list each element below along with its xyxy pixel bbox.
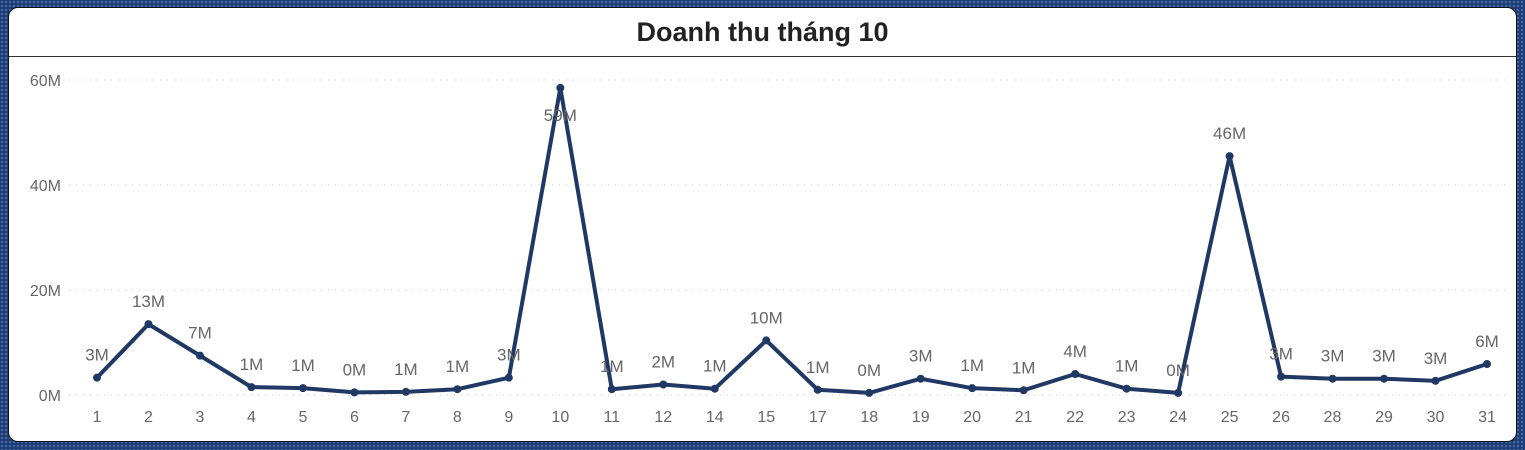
x-tick-label: 8 — [453, 409, 462, 426]
x-tick-label: 14 — [706, 409, 724, 426]
data-label: 2M — [651, 353, 675, 372]
chart-title: Doanh thu tháng 10 — [636, 16, 889, 47]
x-tick-label: 28 — [1324, 409, 1342, 426]
data-point[interactable] — [556, 83, 565, 92]
data-point[interactable] — [1019, 386, 1028, 395]
y-tick-label: 40M — [30, 178, 61, 195]
x-tick-label: 15 — [757, 409, 775, 426]
data-points — [93, 83, 1491, 397]
x-tick-label: 17 — [809, 409, 827, 426]
data-point[interactable] — [968, 384, 977, 393]
data-label: 0M — [857, 361, 881, 380]
data-label: 1M — [1012, 358, 1036, 377]
x-tick-label: 10 — [551, 409, 569, 426]
data-point[interactable] — [1380, 374, 1389, 383]
data-label: 7M — [188, 324, 212, 343]
gridlines — [69, 79, 1509, 396]
data-label: 1M — [960, 356, 984, 375]
data-label: 3M — [497, 346, 521, 365]
data-label: 1M — [394, 360, 418, 379]
data-label: 1M — [600, 357, 624, 376]
data-point[interactable] — [350, 388, 359, 397]
x-tick-label: 24 — [1169, 409, 1187, 426]
x-tick-label: 9 — [504, 409, 513, 426]
data-label: 1M — [1115, 357, 1139, 376]
data-point[interactable] — [916, 374, 925, 383]
data-label: 3M — [909, 347, 933, 366]
x-tick-label: 11 — [604, 409, 621, 426]
data-labels: 3M 13M 7M 1M 1M 0M 1M 1M 3M 59M 1M 2M 1M 10M 1M 0M 3M 1M 1… — [85, 106, 1499, 380]
x-tick-label: 25 — [1221, 409, 1239, 426]
x-tick-label: 7 — [401, 409, 410, 426]
x-tick-label: 19 — [912, 409, 930, 426]
x-tick-label: 20 — [963, 409, 981, 426]
x-tick-label: 23 — [1118, 409, 1136, 426]
data-label: 1M — [240, 355, 264, 374]
x-tick-label: 1 — [93, 409, 102, 426]
chart-card: Doanh thu tháng 10 0M 20M 40M 60M 1 2 3 4 5 6 7 8 9 1… — [8, 7, 1517, 442]
data-label: 1M — [806, 358, 830, 377]
x-tick-label: 29 — [1375, 409, 1393, 426]
data-label: 1M — [446, 357, 470, 376]
data-point[interactable] — [247, 383, 256, 392]
x-tick-label: 22 — [1066, 409, 1084, 426]
data-point[interactable] — [762, 336, 771, 345]
data-point[interactable] — [195, 351, 204, 360]
data-point[interactable] — [1122, 384, 1131, 393]
data-label: 4M — [1063, 342, 1087, 361]
data-label: 1M — [291, 356, 315, 375]
data-point[interactable] — [1174, 388, 1183, 397]
data-label: 59M — [544, 106, 577, 125]
x-tick-label: 12 — [654, 409, 672, 426]
data-point[interactable] — [607, 385, 616, 394]
data-point[interactable] — [453, 385, 462, 394]
y-axis: 0M 20M 40M 60M — [30, 73, 61, 405]
data-label: 3M — [1269, 345, 1293, 364]
chart-title-bar: Doanh thu tháng 10 — [9, 8, 1516, 57]
data-label: 46M — [1213, 124, 1246, 143]
data-point[interactable] — [1225, 152, 1234, 161]
data-point[interactable] — [298, 384, 307, 393]
x-tick-label: 3 — [196, 409, 205, 426]
data-point[interactable] — [504, 373, 513, 382]
x-tick-label: 18 — [860, 409, 878, 426]
x-tick-label: 4 — [247, 409, 256, 426]
data-point[interactable] — [1277, 372, 1286, 381]
data-label: 3M — [1321, 347, 1345, 366]
data-point[interactable] — [659, 380, 668, 389]
x-axis: 1 2 3 4 5 6 7 8 9 10 11 12 14 15 17 18 19 20 21 22 23 24 25 26 2… — [93, 409, 1496, 426]
data-label: 0M — [343, 360, 367, 379]
data-label: 13M — [132, 292, 165, 311]
data-label: 10M — [750, 308, 783, 327]
x-tick-label: 6 — [350, 409, 359, 426]
x-tick-label: 30 — [1427, 409, 1445, 426]
data-point[interactable] — [1483, 360, 1491, 369]
data-point[interactable] — [813, 385, 822, 394]
data-point[interactable] — [144, 320, 153, 329]
data-label: 3M — [85, 346, 109, 365]
data-point[interactable] — [710, 384, 719, 393]
data-point[interactable] — [1071, 370, 1080, 378]
data-label: 3M — [1424, 349, 1448, 368]
data-point[interactable] — [93, 373, 101, 382]
data-point[interactable] — [1431, 376, 1440, 385]
x-tick-label: 31 — [1478, 409, 1496, 426]
data-label: 3M — [1372, 347, 1396, 366]
x-tick-label: 26 — [1272, 409, 1290, 426]
data-label: 6M — [1475, 332, 1499, 351]
x-tick-label: 21 — [1015, 409, 1033, 426]
data-point[interactable] — [865, 388, 874, 397]
y-tick-label: 20M — [30, 283, 61, 300]
y-tick-label: 60M — [30, 73, 61, 90]
data-label: 0M — [1166, 361, 1190, 380]
series-line — [95, 85, 1489, 395]
y-tick-label: 0M — [39, 388, 61, 405]
data-point[interactable] — [401, 387, 410, 396]
data-label: 1M — [703, 357, 727, 376]
data-point[interactable] — [1328, 374, 1337, 383]
x-tick-label: 5 — [298, 409, 307, 426]
x-tick-label: 2 — [144, 409, 153, 426]
